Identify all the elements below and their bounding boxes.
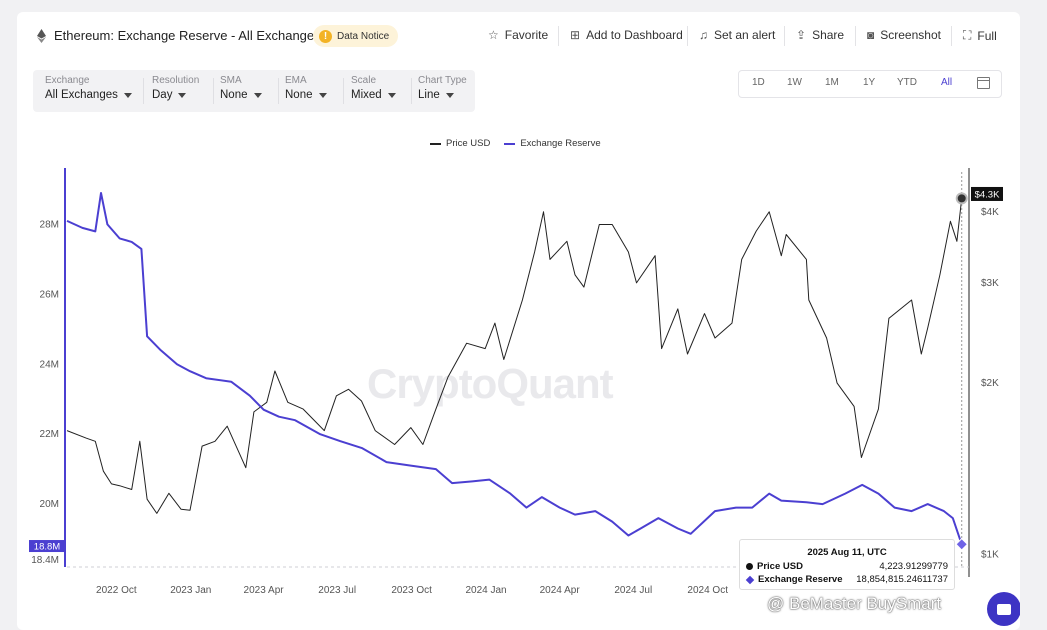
chart-header: Ethereum: Exchange Reserve - All Exchang… [17, 12, 1020, 60]
ethereum-icon [37, 29, 46, 43]
star-icon: ☆ [488, 28, 499, 42]
x-tick-label: 2024 Jan [465, 585, 506, 596]
chart-type-select[interactable]: Chart Type Line [418, 75, 467, 101]
current-reserve-badge [29, 540, 65, 553]
warning-icon: ! [319, 29, 332, 43]
y-tick-label-left: 18.4M [31, 555, 59, 566]
calendar-icon[interactable] [977, 77, 990, 89]
fullscreen-button[interactable]: ⛶ Full [963, 28, 997, 43]
x-tick-label: 2024 Apr [540, 585, 581, 596]
set-alert-button[interactable]: ♫ Set an alert [699, 28, 776, 42]
current-price-badge [971, 186, 1003, 201]
range-1m[interactable]: 1M [825, 77, 839, 88]
cryptoquant-watermark: CryptoQuant [367, 360, 614, 407]
chart-tooltip: 2025 Aug 11, UTC Price USD 4,223.9129977… [739, 539, 955, 590]
dashboard-add-icon: ⊞ [570, 28, 581, 42]
share-button[interactable]: ⇪ Share [796, 28, 845, 42]
legend-item-exchange-reserve[interactable]: Exchange Reserve [504, 138, 601, 149]
data-notice-label: Data Notice [337, 30, 390, 42]
current-price-label: $4.3K [975, 189, 1000, 200]
x-tick-label: 2024 Oct [687, 585, 728, 596]
chevron-down-icon [253, 92, 262, 98]
y-tick-label-right: $2K [981, 378, 999, 389]
reserve-marker [955, 537, 969, 551]
x-tick-label: 2023 Jul [318, 585, 356, 596]
chart-controls: Exchange All Exchanges Resolution Day SM… [33, 70, 475, 112]
range-all[interactable]: All [941, 77, 953, 88]
x-tick-label: 2023 Jan [170, 585, 211, 596]
author-watermark: @ BeMaster BuySmart [767, 594, 942, 613]
price-usd-line [66, 198, 963, 514]
y-tick-label-right: $4K [981, 207, 999, 218]
chart-card: Ethereum: Exchange Reserve - All Exchang… [17, 12, 1020, 630]
fullscreen-icon: ⛶ [963, 28, 972, 42]
x-tick-label: 2023 Apr [244, 585, 285, 596]
chat-icon [997, 603, 1011, 615]
price-marker [955, 192, 968, 205]
share-icon: ⇪ [796, 28, 807, 42]
chevron-down-icon [178, 92, 187, 98]
range-ytd[interactable]: YTD [897, 77, 917, 88]
tooltip-date: 2025 Aug 11, UTC [807, 547, 887, 558]
chat-button[interactable] [987, 592, 1020, 626]
favorite-button[interactable]: ☆ Favorite [488, 28, 549, 42]
camera-icon: ◙ [867, 28, 875, 42]
y-tick-label-left: 26M [40, 289, 59, 300]
range-1w[interactable]: 1W [787, 77, 802, 88]
y-tick-label-left: 22M [40, 429, 59, 440]
x-tick-label: 2023 Oct [391, 585, 432, 596]
legend-item-price[interactable]: Price USD [430, 138, 490, 149]
y-tick-label-right: $1K [981, 549, 999, 560]
ema-select[interactable]: EMA None [285, 75, 327, 101]
exchange-reserve-line [66, 192, 963, 545]
y-tick-label-left: 28M [40, 219, 59, 230]
y-tick-label-left: 24M [40, 359, 59, 370]
tooltip-row-price: Price USD 4,223.91299779 [746, 561, 948, 572]
current-reserve-label: 18.8M [34, 542, 60, 553]
y-tick-label-left: 20M [40, 499, 59, 510]
scale-select[interactable]: Scale Mixed [351, 75, 396, 101]
diamond-icon [745, 575, 755, 584]
range-selector: 1D 1W 1M 1Y YTD All [738, 70, 1002, 98]
add-to-dashboard-button[interactable]: ⊞ Add to Dashboard [570, 28, 683, 42]
chart-plot[interactable]: 28M 26M 24M 22M 20M 18.4M 18.8M $4K $3K $2K $1K $4.… [17, 12, 1020, 630]
sma-select[interactable]: SMA None [220, 75, 262, 101]
chart-legend: Price USD Exchange Reserve [430, 138, 601, 149]
screenshot-button[interactable]: ◙ Screenshot [867, 28, 941, 42]
bell-icon: ♫ [699, 28, 708, 42]
exchange-select[interactable]: Exchange All Exchanges [45, 75, 132, 101]
range-1y[interactable]: 1Y [863, 77, 876, 88]
page-title: Ethereum: Exchange Reserve - All Exchang… [54, 28, 321, 43]
chevron-down-icon [445, 92, 454, 98]
chevron-down-icon [387, 92, 396, 98]
circle-icon [746, 563, 753, 570]
resolution-select[interactable]: Resolution Day [152, 75, 200, 101]
tooltip-row-reserve: Exchange Reserve 18,854,815.24611737 [745, 574, 948, 585]
x-tick-label: 2022 Oct [96, 585, 137, 596]
chevron-down-icon [318, 92, 327, 98]
range-1d[interactable]: 1D [752, 77, 765, 88]
y-tick-label-right: $3K [981, 278, 999, 289]
data-notice-badge[interactable]: ! Data Notice [313, 25, 399, 47]
chevron-down-icon [123, 92, 132, 98]
x-tick-label: 2024 Jul [614, 585, 652, 596]
